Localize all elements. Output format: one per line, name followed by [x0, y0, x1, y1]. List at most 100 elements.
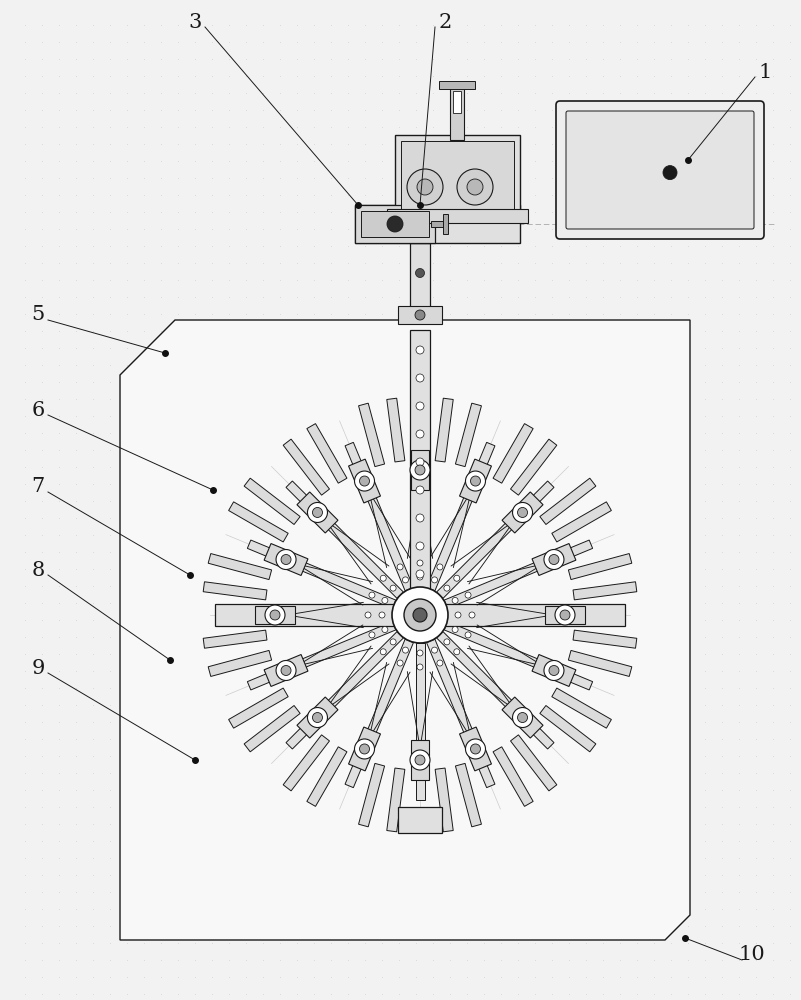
Polygon shape — [493, 424, 533, 483]
Circle shape — [469, 612, 475, 618]
Polygon shape — [448, 610, 605, 619]
Circle shape — [380, 649, 386, 655]
Text: 5: 5 — [31, 306, 45, 324]
Circle shape — [281, 665, 291, 675]
Polygon shape — [284, 439, 329, 495]
Polygon shape — [345, 442, 413, 591]
Circle shape — [276, 660, 296, 680]
Bar — [443, 214, 448, 234]
Polygon shape — [235, 610, 392, 619]
Bar — [355, 205, 435, 243]
Circle shape — [417, 650, 423, 656]
Polygon shape — [437, 481, 554, 598]
Polygon shape — [502, 492, 543, 533]
Polygon shape — [286, 481, 404, 598]
Circle shape — [355, 471, 375, 491]
FancyBboxPatch shape — [556, 101, 764, 239]
Bar — [398, 807, 442, 833]
Polygon shape — [569, 650, 632, 676]
Polygon shape — [297, 697, 338, 738]
Circle shape — [402, 647, 409, 653]
Polygon shape — [552, 688, 611, 728]
Circle shape — [365, 612, 371, 618]
Bar — [355, 205, 520, 243]
Polygon shape — [208, 650, 272, 676]
Circle shape — [444, 639, 450, 645]
Text: 7: 7 — [31, 478, 45, 496]
Circle shape — [517, 713, 528, 723]
Polygon shape — [286, 632, 404, 749]
Polygon shape — [510, 735, 557, 791]
Circle shape — [560, 610, 570, 620]
Polygon shape — [203, 630, 267, 648]
Circle shape — [265, 605, 285, 625]
Circle shape — [387, 216, 403, 232]
Polygon shape — [297, 492, 338, 533]
Polygon shape — [460, 727, 492, 771]
Circle shape — [397, 660, 403, 666]
Bar — [387, 209, 528, 223]
Bar — [450, 85, 464, 140]
Bar — [410, 243, 430, 320]
Circle shape — [416, 570, 424, 578]
Circle shape — [457, 169, 493, 205]
Polygon shape — [244, 706, 300, 752]
Circle shape — [270, 610, 280, 620]
Circle shape — [416, 458, 424, 466]
Polygon shape — [427, 639, 495, 788]
Polygon shape — [387, 768, 405, 832]
Polygon shape — [435, 768, 453, 832]
Polygon shape — [532, 655, 576, 686]
Circle shape — [452, 597, 458, 603]
Circle shape — [663, 166, 677, 180]
Text: 10: 10 — [739, 946, 766, 964]
Circle shape — [382, 627, 388, 633]
Polygon shape — [345, 639, 413, 788]
Text: 8: 8 — [31, 560, 45, 580]
Polygon shape — [460, 459, 492, 503]
Circle shape — [355, 739, 375, 759]
Circle shape — [452, 627, 458, 633]
Circle shape — [380, 575, 386, 581]
Polygon shape — [387, 398, 405, 462]
Circle shape — [517, 507, 528, 517]
Polygon shape — [228, 502, 288, 542]
Text: 1: 1 — [759, 62, 771, 82]
Circle shape — [397, 564, 403, 570]
Polygon shape — [228, 688, 288, 728]
Circle shape — [404, 599, 436, 631]
Bar — [431, 221, 445, 227]
Circle shape — [465, 592, 471, 598]
Circle shape — [454, 649, 460, 655]
Polygon shape — [264, 655, 308, 686]
Text: 6: 6 — [31, 400, 45, 420]
Circle shape — [467, 179, 483, 195]
Bar — [361, 211, 429, 237]
Polygon shape — [427, 442, 495, 591]
Circle shape — [416, 514, 424, 522]
Circle shape — [544, 660, 564, 680]
Circle shape — [416, 346, 424, 354]
Circle shape — [413, 608, 427, 622]
Polygon shape — [359, 403, 384, 467]
Polygon shape — [255, 606, 295, 624]
Polygon shape — [437, 632, 554, 749]
Polygon shape — [444, 622, 593, 690]
Circle shape — [432, 577, 437, 583]
Circle shape — [417, 664, 423, 670]
Circle shape — [379, 612, 385, 618]
Polygon shape — [248, 622, 396, 690]
Circle shape — [555, 605, 575, 625]
Circle shape — [470, 476, 481, 486]
Text: 9: 9 — [31, 658, 45, 678]
Circle shape — [360, 476, 369, 486]
Polygon shape — [510, 439, 557, 495]
Circle shape — [281, 555, 291, 565]
Circle shape — [513, 502, 533, 522]
Circle shape — [417, 574, 423, 580]
Polygon shape — [573, 630, 637, 648]
Circle shape — [416, 374, 424, 382]
Polygon shape — [348, 727, 380, 771]
Polygon shape — [284, 735, 329, 791]
Circle shape — [513, 708, 533, 728]
